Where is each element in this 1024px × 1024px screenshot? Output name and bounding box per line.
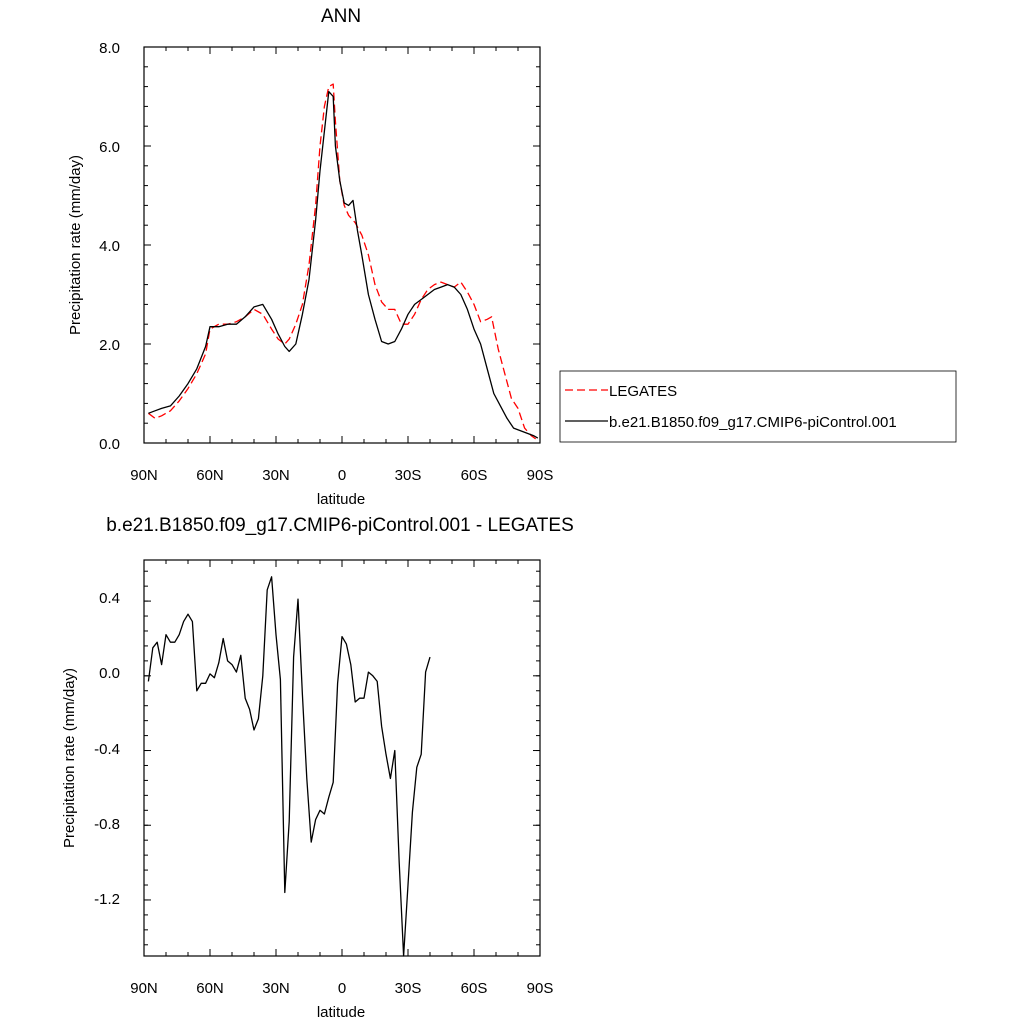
legend-label: b.e21.B1850.f09_g17.CMIP6-piControl.001 [609, 414, 897, 431]
top-plot-frame [143, 46, 541, 444]
bottom-x-tick-label: 90S [527, 980, 554, 997]
top-chart-title: ANN [321, 6, 361, 27]
bottom-y-axis-label: Precipitation rate (mm/day) [61, 668, 78, 848]
top-x-tick-label: 90S [527, 467, 554, 484]
top-y-tick-label: 4.0 [99, 238, 120, 255]
bottom-y-tick-label: -0.4 [94, 741, 120, 758]
bottom-chart-title: b.e21.B1850.f09_g17.CMIP6-piControl.001 … [106, 515, 574, 536]
top-x-tick-label: 30N [262, 467, 290, 484]
top-x-tick-label: 0 [338, 467, 346, 484]
bottom-y-tick-label: -1.2 [94, 891, 120, 908]
bottom-series-line-0 [147, 576, 431, 957]
bottom-x-tick-label: 0 [338, 980, 346, 997]
top-y-tick-label: 6.0 [99, 139, 120, 156]
top-series-line-1 [148, 90, 539, 439]
bottom-x-tick-label: 90N [130, 980, 158, 997]
bottom-ticks [143, 560, 541, 956]
top-series-line-0 [148, 83, 539, 442]
bottom-chart: b.e21.B1850.f09_g17.CMIP6-piControl.001 … [61, 515, 574, 1021]
top-y-tick-label: 8.0 [99, 40, 120, 57]
top-y-axis-label: Precipitation rate (mm/day) [67, 155, 84, 335]
bottom-y-tick-label: -0.8 [94, 816, 120, 833]
bottom-plot-frame [143, 559, 541, 957]
top-x-tick-label: 60S [461, 467, 488, 484]
top-x-tick-label: 30S [395, 467, 422, 484]
top-y-tick-label: 2.0 [99, 337, 120, 354]
top-x-axis-label: latitude [317, 491, 365, 508]
bottom-x-tick-label: 30N [262, 980, 290, 997]
top-y-tick-label: 0.0 [99, 436, 120, 453]
top-chart: ANN 0.0 2.0 4.0 6.0 8.0 90N 60N 30N 0 30… [67, 6, 957, 508]
top-x-tick-label: 60N [196, 467, 224, 484]
bottom-y-tick-label: 0.4 [99, 590, 120, 607]
bottom-x-tick-label: 60S [461, 980, 488, 997]
top-ticks [143, 46, 541, 444]
top-series [148, 83, 539, 442]
bottom-series [147, 576, 431, 957]
legend-box [559, 370, 957, 443]
bottom-x-tick-label: 30S [395, 980, 422, 997]
bottom-x-tick-label: 60N [196, 980, 224, 997]
top-x-tick-label: 90N [130, 467, 158, 484]
legend-label: LEGATES [609, 383, 677, 400]
legend: LEGATES b.e21.B1850.f09_g17.CMIP6-piCont… [559, 370, 957, 443]
bottom-x-axis-label: latitude [317, 1004, 365, 1021]
bottom-y-tick-label: 0.0 [99, 665, 120, 682]
